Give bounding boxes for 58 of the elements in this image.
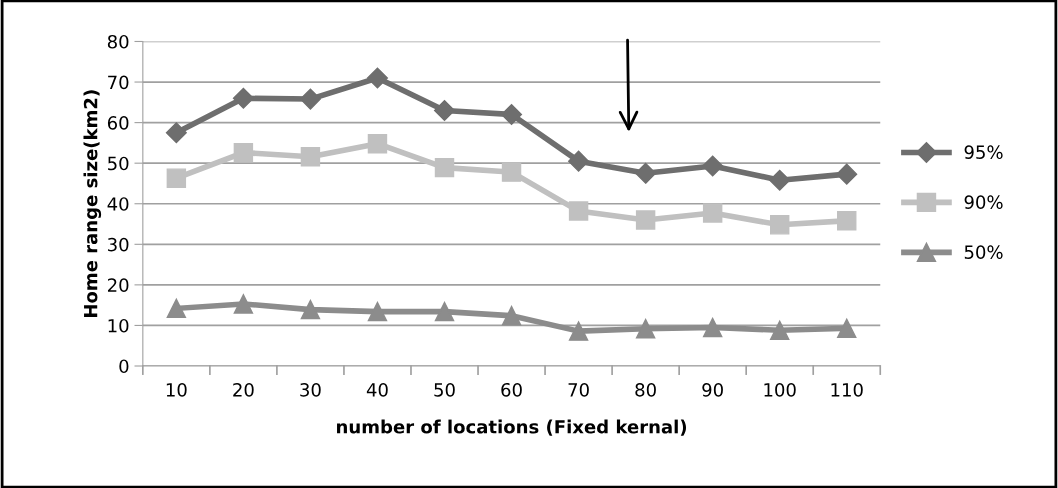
point xyxy=(635,318,656,339)
x-tick-label: 80 xyxy=(635,382,656,397)
x-axis-title: number of locations (Fixed kernal) xyxy=(337,419,687,436)
point xyxy=(769,169,791,191)
point xyxy=(769,215,790,235)
point xyxy=(702,317,723,338)
x-tick-label: 90 xyxy=(702,382,723,397)
point xyxy=(300,299,321,320)
y-tick-label: 70 xyxy=(108,75,129,90)
point xyxy=(367,301,388,322)
y-tick-label: 30 xyxy=(108,237,129,252)
y-tick-label: 50 xyxy=(108,156,129,171)
y-tick-label: 10 xyxy=(108,318,129,333)
y-tick-label: 20 xyxy=(107,278,129,292)
point xyxy=(166,168,187,188)
point xyxy=(299,88,321,110)
x-tick-label: 50 xyxy=(434,382,455,397)
y-tick-label: 40 xyxy=(107,197,129,211)
x-tick-label: 100 xyxy=(764,382,796,397)
point xyxy=(501,305,522,326)
x-tick-label: 70 xyxy=(568,382,589,397)
x-tick-label: 20 xyxy=(233,382,254,397)
x-tick-label: 40 xyxy=(366,382,388,397)
legend-label: 95% xyxy=(964,145,1003,159)
point xyxy=(434,157,455,178)
point xyxy=(232,87,254,109)
y-tick-label: 80 xyxy=(107,34,129,49)
x-tick-label: 10 xyxy=(166,382,187,397)
point xyxy=(366,67,388,89)
point xyxy=(434,301,455,322)
y-tick-label: 60 xyxy=(107,116,129,130)
x-tick-label: 30 xyxy=(300,382,321,397)
point xyxy=(501,103,523,126)
point xyxy=(233,142,254,163)
point xyxy=(837,211,857,231)
point xyxy=(635,210,656,230)
point xyxy=(165,122,187,144)
point xyxy=(836,163,858,185)
point xyxy=(433,99,456,121)
legend-label: 50% xyxy=(964,245,1003,259)
point xyxy=(233,294,254,314)
point xyxy=(166,298,187,319)
y-tick-label: 0 xyxy=(119,359,129,374)
point xyxy=(702,155,724,177)
point xyxy=(568,150,590,172)
point xyxy=(702,203,723,223)
y-axis-title: Home range size(km2) xyxy=(83,90,102,317)
point xyxy=(501,162,522,182)
point xyxy=(635,162,657,184)
x-tick-label: 60 xyxy=(501,382,522,397)
point xyxy=(837,318,857,338)
point xyxy=(300,146,321,167)
point xyxy=(367,133,388,154)
point xyxy=(769,320,790,341)
x-tick-label: 110 xyxy=(831,382,863,397)
point xyxy=(568,201,589,221)
legend-label: 90% xyxy=(964,195,1003,209)
point xyxy=(568,321,589,341)
